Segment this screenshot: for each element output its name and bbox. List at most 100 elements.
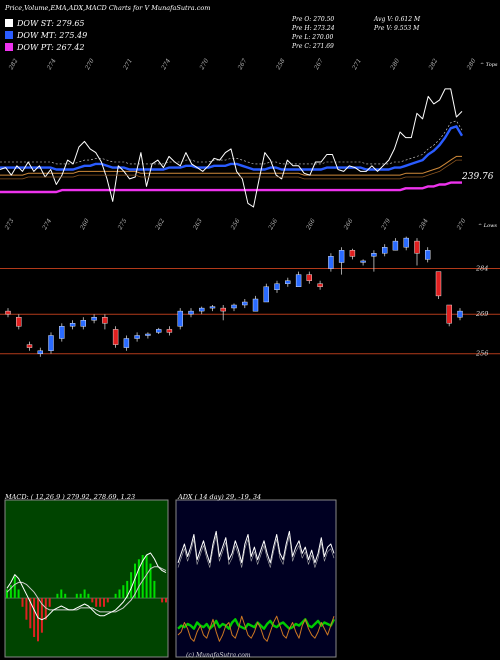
copyright-text: (c) MunafaSutra.com: [186, 652, 251, 659]
top-tick-label: 258: [274, 57, 286, 71]
candle-body: [414, 240, 420, 254]
low-tick-label: 266: [305, 217, 317, 231]
low-tick-label: 263: [192, 217, 204, 231]
ohlc-close: Pre C: 271.69: [292, 43, 334, 50]
candle-body: [263, 286, 269, 303]
top-tick-label: 274: [160, 57, 172, 71]
candle-axis-label: 256: [475, 350, 488, 358]
macd-frame: [4, 499, 169, 658]
macd-caption: MACD: ( 12,26,9 ) 279.92, 278.69, 1.23: [5, 493, 136, 501]
candle-body: [188, 310, 194, 315]
candle-body: [295, 274, 302, 288]
candle-body: [198, 307, 205, 312]
candle-body: [382, 246, 388, 254]
candle-body: [306, 274, 312, 281]
ohlc-low: Pre L: 270.00: [292, 34, 334, 41]
candle-body: [48, 335, 54, 351]
series-macd-line: [6, 552, 167, 621]
legend-dow-pt: DOW PT: 267.42: [5, 43, 84, 52]
low-tick-label: 266: [342, 217, 354, 231]
top-tick-label: 271: [351, 58, 363, 72]
ohlc-high: Pre H: 273.24: [292, 25, 335, 32]
ohlc-open: Pre O: 270.50: [292, 16, 335, 23]
candle-body: [371, 253, 377, 257]
candle-body: [252, 298, 259, 312]
chart-title: Price,Volume,EMA,ADX,MACD Charts for V M…: [5, 4, 211, 12]
candle-body: [349, 250, 356, 257]
legend-dow-pt-label: DOW PT: 267.42: [17, 43, 85, 52]
legend-swatch-icon: [5, 19, 13, 27]
series-ema-mid-shadow-line: [0, 159, 462, 180]
candle-body: [328, 256, 334, 269]
candle-body: [102, 317, 108, 324]
low-tick-label: 270: [455, 217, 467, 231]
series-plus-di-line: [177, 618, 336, 630]
prev-volume: Pre V: 9.553 M: [374, 25, 420, 32]
ema-value-label: 239.76: [462, 172, 494, 182]
legend-dow-st-label: DOW ST: 279.65: [17, 19, 85, 28]
adx-caption: ADX ( 14 day) 29, -19, 34: [178, 493, 262, 501]
candle-body: [37, 350, 43, 354]
low-tick-label: 262: [154, 217, 166, 231]
macd-panel: [4, 499, 169, 658]
lows-tag: ^ Lows: [478, 223, 497, 229]
candle-body: [274, 283, 280, 291]
candle-body: [69, 323, 76, 327]
candle-body: [145, 333, 151, 336]
top-tick-label: 282: [7, 57, 19, 71]
price-panel: 282 274 270 271 274 270 267 258 267 271 280 282 280 2…: [0, 57, 478, 232]
candle-body: [134, 335, 140, 339]
low-tick-label: 260: [79, 217, 91, 231]
candle-body: [457, 310, 463, 318]
adx-panel: [175, 499, 337, 658]
low-tick-label: 284: [418, 217, 430, 231]
candle-body: [155, 329, 162, 333]
candle-axis-label: 269: [475, 310, 488, 318]
tops-tag: ^ Tops: [480, 62, 498, 68]
candle-panel: 284 269 256: [0, 236, 500, 358]
legend-dow-st: DOW ST: 279.65: [5, 19, 85, 28]
candle-axis-label: 284: [475, 265, 488, 273]
candle-body: [80, 320, 87, 327]
candle-body: [209, 306, 216, 309]
candle-body: [360, 260, 366, 263]
candle-body: [403, 237, 409, 248]
legend-swatch-icon: [5, 43, 13, 51]
series-ema-slow-line: [0, 181, 462, 194]
top-tick-label: 270: [84, 57, 96, 71]
candle-body: [317, 283, 323, 287]
low-tick-label: 274: [41, 217, 53, 231]
candle-body: [112, 329, 119, 345]
candle-body: [446, 304, 452, 324]
top-tick-label: 280: [389, 57, 401, 71]
avg-volume: Avg V: 0.612 M: [374, 16, 421, 23]
adx-frame: [175, 499, 337, 658]
series-adx-shadow-line: [177, 535, 335, 568]
candle-body: [177, 310, 183, 327]
low-tick-label: 275: [116, 217, 128, 231]
series-adx-line: [177, 530, 335, 564]
top-tick-label: 267: [313, 57, 325, 71]
candle-body: [91, 317, 97, 321]
candle-body: [26, 344, 33, 348]
legend-swatch-icon: [5, 31, 13, 39]
top-tick-label: 274: [45, 57, 57, 71]
candle-body: [5, 310, 11, 315]
candle-body: [16, 317, 22, 327]
top-tick-label: 282: [427, 57, 439, 71]
candle-body: [220, 307, 226, 312]
legend-dow-mt-label: DOW MT: 275.49: [17, 31, 88, 40]
top-tick-label: 270: [198, 57, 210, 71]
candle-body: [123, 338, 130, 348]
candle-body: [166, 329, 173, 333]
candle-body: [285, 280, 291, 284]
series-close-line: [0, 88, 463, 208]
low-tick-label: 256: [267, 217, 279, 231]
legend-dow-mt: DOW MT: 275.49: [5, 31, 87, 40]
series-ema-fast-upper-line: [0, 120, 463, 165]
candle-body: [392, 240, 399, 251]
low-tick-label: 273: [3, 217, 15, 231]
series-signal-line: [6, 566, 167, 613]
low-tick-label: 256: [229, 217, 241, 231]
